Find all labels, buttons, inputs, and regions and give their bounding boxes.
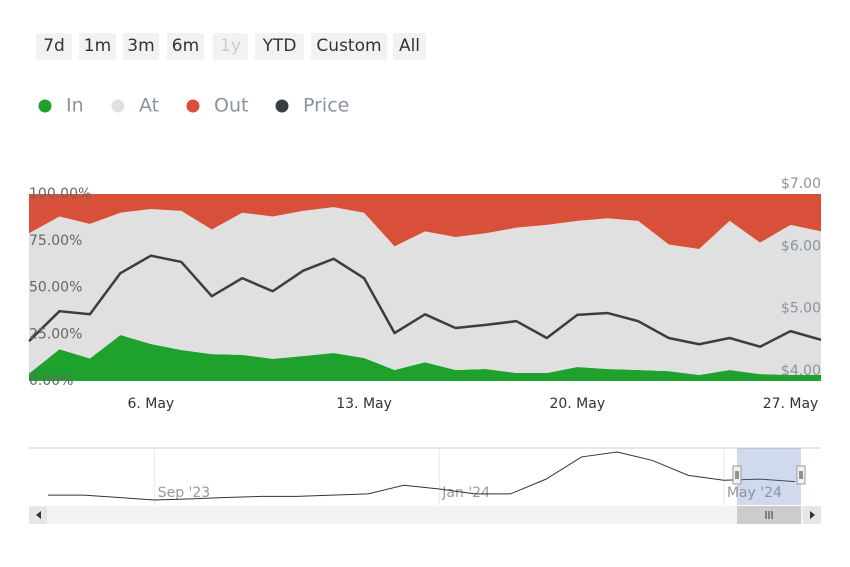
navigator-label: May '24 bbox=[727, 485, 782, 501]
legend-label[interactable]: Price bbox=[303, 95, 349, 117]
navigator-handle[interactable] bbox=[796, 465, 806, 485]
legend-marker bbox=[111, 99, 125, 113]
arrow-right bbox=[810, 511, 815, 519]
y2-tick-label: $4.00 bbox=[781, 363, 821, 379]
navigator-line bbox=[48, 451, 796, 501]
x-tick-label: 6. May bbox=[127, 396, 174, 412]
scrollbar-track bbox=[29, 506, 821, 524]
legend-label[interactable]: Out bbox=[214, 95, 248, 117]
navigator-handle[interactable] bbox=[732, 465, 742, 485]
legend-marker bbox=[38, 99, 52, 113]
legend: In At Out Price bbox=[38, 95, 349, 117]
range-button[interactable]: YTD bbox=[255, 33, 304, 60]
x-tick-label: 13. May bbox=[336, 396, 392, 412]
handle-grip bbox=[735, 471, 739, 479]
y-tick-label: 25.00% bbox=[29, 326, 82, 342]
y-tick-label: 100.00% bbox=[29, 186, 91, 202]
area bbox=[29, 194, 821, 249]
range-button[interactable]: 3m bbox=[123, 33, 159, 60]
y2-tick-label: $6.00 bbox=[781, 238, 821, 254]
navigator-mask[interactable] bbox=[737, 448, 801, 505]
range-button[interactable]: 7d bbox=[36, 33, 72, 60]
range-button[interactable]: All bbox=[393, 33, 426, 60]
range-button[interactable]: 6m bbox=[167, 33, 204, 60]
y-tick-label: 75.00% bbox=[29, 233, 82, 249]
legend-label[interactable]: In bbox=[66, 95, 84, 117]
y2-tick-label: $7.00 bbox=[781, 176, 821, 192]
price-line bbox=[28, 254, 822, 348]
arrow-left bbox=[36, 511, 41, 519]
x-tick-label: 20. May bbox=[549, 396, 605, 412]
range-button[interactable]: 1y bbox=[213, 33, 248, 60]
y2-tick-label: $5.00 bbox=[781, 301, 821, 317]
thumb-grip bbox=[765, 511, 773, 519]
area bbox=[29, 207, 821, 376]
navigator-label: Sep '23 bbox=[158, 485, 211, 501]
range-button[interactable]: 1m bbox=[79, 33, 116, 60]
legend-marker bbox=[275, 99, 289, 113]
legend-label[interactable]: At bbox=[139, 95, 159, 117]
y-tick-label: 0.00% bbox=[29, 373, 73, 389]
x-tick-label: 27. May bbox=[763, 396, 819, 412]
y-tick-label: 50.00% bbox=[29, 280, 82, 296]
range-button[interactable]: Custom bbox=[311, 33, 387, 60]
legend-marker bbox=[186, 99, 200, 113]
handle-grip bbox=[799, 471, 803, 479]
